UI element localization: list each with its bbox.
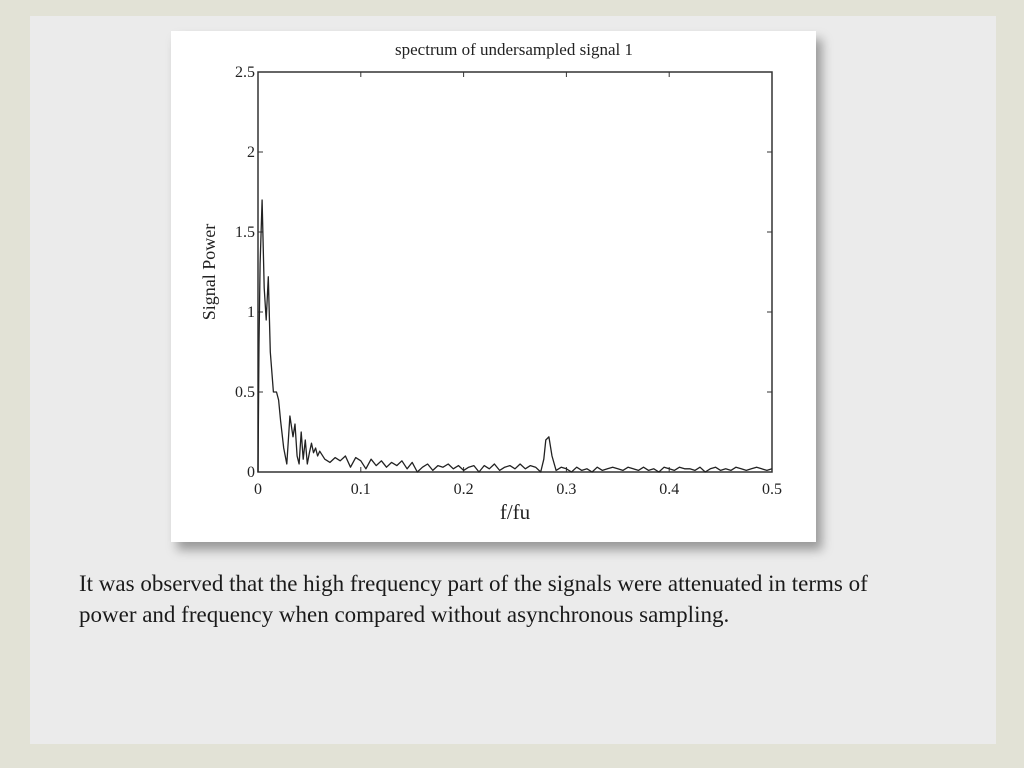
x-tick-label: 0.2: [454, 481, 474, 498]
y-tick-label: 1: [247, 304, 255, 321]
y-tick-label: 1.5: [235, 224, 255, 241]
y-tick-label: 2.5: [235, 64, 255, 81]
slide-caption: It was observed that the high frequency …: [79, 571, 868, 627]
axis-tick-labels: 0 0.1 0.2 0.3 0.4 0.5 0 0.5 1 1.5 2 2.5: [235, 64, 782, 498]
x-tick-label: 0.4: [659, 481, 679, 498]
chart-title: spectrum of undersampled signal 1: [395, 40, 633, 59]
x-tick-label: 0.1: [351, 481, 371, 498]
chart-figure: spectrum of undersampled signal 1 0 0.1 0.…: [171, 31, 816, 542]
plot-area-frame: [257, 71, 773, 473]
y-axis-label: Signal Power: [199, 224, 219, 321]
signal-power-line: [257, 199, 773, 473]
x-tick-label: 0.3: [556, 481, 576, 498]
y-tick-label: 2: [247, 144, 255, 161]
x-axis-label: f/fu: [500, 500, 531, 524]
chart-svg: spectrum of undersampled signal 1 0 0.1 0.…: [199, 40, 782, 524]
axis-ticks: [257, 71, 773, 473]
y-tick-label: 0.5: [235, 384, 255, 401]
y-tick-label: 0: [247, 464, 255, 481]
x-tick-label: 0.5: [762, 481, 782, 498]
x-tick-label: 0: [254, 481, 262, 498]
